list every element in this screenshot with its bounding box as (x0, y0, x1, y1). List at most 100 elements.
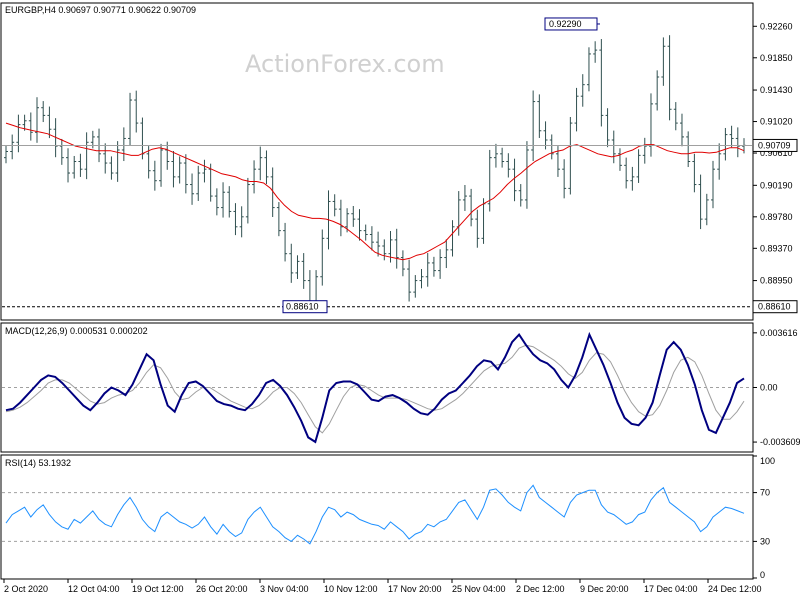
price-bar (301, 253, 306, 289)
macd-tick-label: 0.00 (760, 383, 778, 393)
price-bar (245, 177, 250, 224)
macd-signal-line (5, 344, 745, 434)
price-bar (332, 194, 337, 217)
price-bar (413, 275, 418, 298)
price-bar (59, 138, 64, 165)
rsi-y-axis: 100 70 30 0 (753, 455, 775, 580)
price-bar (667, 35, 672, 121)
price-bar (171, 150, 176, 188)
price-bar (642, 137, 647, 164)
price-bar (593, 41, 598, 63)
price-bar (462, 185, 467, 211)
macd-tick-label: 0.003616 (760, 328, 798, 338)
price-bar (518, 184, 523, 207)
price-tick-label: 0.91020 (760, 117, 793, 127)
x-tick-label: 9 Dec 20:00 (580, 584, 629, 594)
price-bar (698, 174, 703, 230)
price-tick-label: 0.89370 (760, 243, 793, 253)
price-panel: ActionForex.com EURGBP,H4 0.90697 0.9077… (0, 2, 754, 321)
price-bar (109, 156, 114, 180)
price-bar (190, 173, 195, 205)
price-bar (289, 243, 294, 283)
x-tick-label: 25 Nov 04:00 (452, 584, 506, 594)
x-tick-label: 26 Oct 20:00 (196, 584, 248, 594)
price-bar (320, 229, 325, 286)
x-tick-label: 2 Dec 12:00 (516, 584, 565, 594)
current-price-label: 0.90709 (752, 138, 798, 152)
support-price-label: 0.88610 (752, 300, 798, 314)
price-bar (512, 158, 517, 202)
price-bar (735, 127, 740, 158)
x-tick-label: 2 Oct 2020 (4, 584, 48, 594)
price-bar (475, 209, 480, 248)
price-bar (636, 149, 641, 183)
price-tick-label: 0.92260 (760, 21, 793, 31)
rsi-line (5, 484, 745, 545)
rsi-tick-label: 0 (760, 570, 765, 580)
price-bar (586, 47, 591, 92)
price-bar (295, 255, 300, 279)
price-bar (419, 268, 424, 289)
price-bar (407, 259, 412, 302)
price-bar (400, 250, 405, 277)
high-annotation-label: 0.92290 (549, 19, 582, 29)
price-bar (128, 92, 133, 146)
price-bar (717, 143, 722, 180)
price-bar (276, 202, 281, 237)
price-bar (599, 39, 604, 127)
price-bar (66, 148, 71, 183)
x-tick-label: 12 Oct 04:00 (68, 584, 120, 594)
price-bar (679, 113, 684, 147)
price-bar (580, 74, 585, 107)
price-bar (72, 155, 77, 179)
price-bar (78, 153, 83, 177)
price-tick-label: 0.91430 (760, 85, 793, 95)
price-bar (382, 239, 387, 261)
x-tick-label: 19 Oct 12:00 (132, 584, 184, 594)
price-bar (617, 148, 622, 171)
price-bar (283, 222, 288, 262)
price-bar (524, 141, 529, 209)
price-bar (345, 208, 350, 233)
price-bar (611, 130, 616, 164)
price-bar (376, 231, 381, 257)
price-bar (487, 149, 492, 212)
price-bar (221, 182, 226, 218)
price-bar (369, 226, 374, 251)
x-axis: 2 Oct 2020 12 Oct 04:00 19 Oct 12:00 26 Oct… (3, 579, 762, 594)
price-bar (239, 206, 244, 238)
rsi-grid (2, 492, 752, 542)
price-bar (574, 87, 579, 132)
price-bars (4, 35, 746, 312)
watermark: ActionForex.com (245, 50, 445, 78)
price-tick-label: 0.90190 (760, 180, 793, 190)
price-bar (431, 256, 436, 277)
price-bar (10, 134, 15, 160)
price-bar (4, 145, 8, 164)
price-bar (146, 146, 151, 179)
price-bar (233, 203, 238, 236)
price-tick-label: 0.89780 (760, 212, 793, 222)
price-bar (35, 97, 40, 143)
price-bar (258, 146, 263, 181)
price-bar (41, 101, 46, 123)
rsi-tick-label: 100 (760, 456, 775, 466)
price-bar (196, 165, 201, 201)
rsi-tick-label: 30 (760, 536, 770, 546)
macd-y-axis: 0.003616 0.00 -0.003609 (753, 328, 800, 447)
price-bar (16, 114, 21, 153)
price-bar (159, 143, 164, 187)
price-bar (531, 90, 536, 162)
price-tick-label: 0.88950 (760, 276, 793, 286)
price-bar (121, 127, 126, 162)
price-bar (115, 141, 120, 182)
price-bar (22, 114, 27, 131)
price-tick-label: 0.91850 (760, 53, 793, 63)
price-bar (134, 90, 139, 133)
moving-average-line (5, 122, 745, 261)
price-bar (363, 224, 368, 241)
price-bar (710, 160, 715, 209)
price-bar (438, 249, 443, 279)
price-bar (500, 147, 505, 168)
price-bar (624, 157, 629, 189)
